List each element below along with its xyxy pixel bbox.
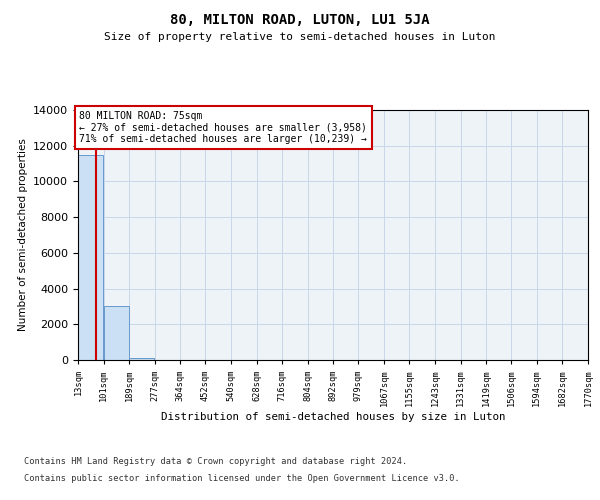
Bar (130, 358, 154, 360)
Text: Distribution of semi-detached houses by size in Luton: Distribution of semi-detached houses by … (161, 412, 505, 422)
Bar (104, 306, 129, 360)
Y-axis label: Number of semi-detached properties: Number of semi-detached properties (17, 138, 28, 332)
Text: Size of property relative to semi-detached houses in Luton: Size of property relative to semi-detach… (104, 32, 496, 42)
Text: Contains public sector information licensed under the Open Government Licence v3: Contains public sector information licen… (24, 474, 460, 483)
Bar (78, 154, 103, 360)
Text: 80, MILTON ROAD, LUTON, LU1 5JA: 80, MILTON ROAD, LUTON, LU1 5JA (170, 12, 430, 26)
Text: 80 MILTON ROAD: 75sqm
← 27% of semi-detached houses are smaller (3,958)
71% of s: 80 MILTON ROAD: 75sqm ← 27% of semi-deta… (79, 112, 367, 144)
Text: Contains HM Land Registry data © Crown copyright and database right 2024.: Contains HM Land Registry data © Crown c… (24, 458, 407, 466)
